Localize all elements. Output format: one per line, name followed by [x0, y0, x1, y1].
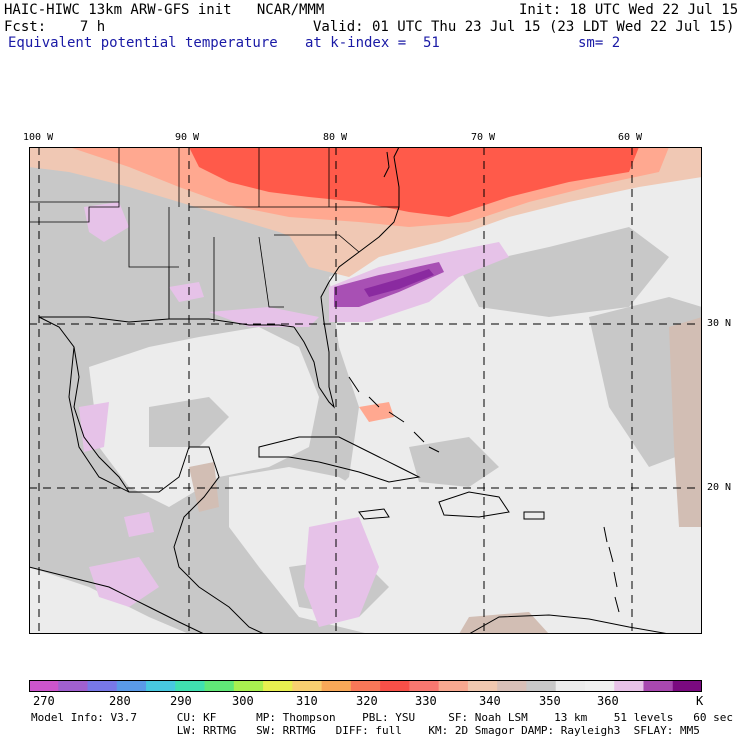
colorbar [29, 680, 702, 692]
gulf-coast-mexico [68, 346, 265, 634]
sea-gray-patch-1 [149, 397, 229, 447]
colorbar-swatch [672, 680, 702, 692]
lat-label-20n: 20 N [707, 482, 732, 493]
lavender-yucatan [124, 512, 154, 537]
tan-yucatan [189, 462, 219, 512]
coastlines [29, 147, 670, 634]
cbar-tick-340: 340 [479, 694, 501, 708]
cbar-tick-350: 350 [539, 694, 561, 708]
lavender-gulfcoast [169, 282, 204, 302]
cbar-tick-290: 290 [170, 694, 192, 708]
colorbar-swatch [614, 680, 644, 692]
colorbar-swatch [58, 680, 89, 692]
salmon-florida-keys [359, 402, 394, 422]
colorbar-swatch [497, 680, 527, 692]
init-time: Init: 18 UTC Wed 22 Jul 15 [519, 2, 739, 18]
colorbar-frame [29, 680, 702, 692]
lavender-tennessee [84, 202, 129, 242]
cbar-tick-360: 360 [597, 694, 619, 708]
cbar-tick-330: 330 [415, 694, 437, 708]
sea-gray-patch-2 [459, 227, 669, 317]
colorbar-tick-labels: 270 280 290 300 310 320 330 340 350 360 … [29, 692, 709, 708]
lon-label-70w: 70 W [471, 132, 496, 143]
us-gulf-coast [38, 316, 130, 493]
hispaniola [438, 491, 510, 518]
cbar-tick-280: 280 [109, 694, 131, 708]
far-east-tan-patch [669, 317, 702, 527]
florida-peninsula [293, 281, 335, 409]
colorbar-swatch [526, 680, 557, 692]
forecast-hour: Fcst: 7 h [4, 19, 106, 35]
cbar-unit: K [696, 694, 704, 708]
model-info-line2: LW: RRTMG SW: RRTMG DIFF: full KM: 2D Sm… [31, 724, 700, 737]
colorbar-swatch [29, 680, 59, 692]
sea-gray-patch-4 [409, 437, 499, 487]
lavender-central-america [89, 557, 159, 607]
jamaica [358, 508, 390, 520]
puerto-rico [523, 511, 545, 520]
warm-peach-carolina [289, 232, 379, 277]
lon-label-90w: 90 W [175, 132, 200, 143]
lon-label-100w: 100 W [23, 132, 54, 143]
cbar-tick-300: 300 [232, 694, 254, 708]
south-america-coast [468, 614, 670, 634]
valid-time: Valid: 01 UTC Thu 23 Jul 15 (23 LDT Wed … [313, 19, 735, 35]
colorbar-swatch [643, 680, 674, 692]
lavender-gulf [79, 402, 109, 452]
lavender-caribbean [304, 517, 379, 627]
tan-lesser-antilles [459, 612, 549, 634]
southeast-coast [328, 147, 400, 283]
dark-purple-core [364, 269, 434, 297]
cbar-tick-270: 270 [33, 694, 55, 708]
colorbar-swatch [584, 680, 615, 692]
map-frame [29, 147, 702, 634]
colorbar-swatch [409, 680, 440, 692]
chesapeake [383, 151, 390, 178]
colorbar-swatch [467, 680, 498, 692]
bahamas [348, 376, 440, 453]
colorbar-swatch [233, 680, 264, 692]
lat-lon-grid [29, 147, 702, 634]
cbar-tick-310: 310 [296, 694, 318, 708]
colorbar-swatch [350, 680, 381, 692]
lon-label-80w: 80 W [323, 132, 348, 143]
colorbar-swatch [321, 680, 352, 692]
level-index: at k-index = 51 [305, 35, 440, 51]
colorbar-swatch [263, 680, 293, 692]
lavender-florida-west [209, 307, 319, 327]
smoothing: sm= 2 [578, 35, 621, 51]
colorbar-swatch [292, 680, 323, 692]
colorbar-swatch [204, 680, 235, 692]
colorbar-swatch [175, 680, 206, 692]
east-pacific-light-field [29, 567, 189, 634]
warm-red-core [189, 147, 639, 217]
state-borders [29, 147, 399, 322]
colorbar-swatch [146, 680, 176, 692]
colorbar-swatch [438, 680, 469, 692]
lesser-antilles [603, 526, 620, 613]
equivalent-potential-temperature-map [29, 147, 702, 634]
colorbar-swatch [87, 680, 118, 692]
cbar-tick-320: 320 [356, 694, 378, 708]
pacific-coast-mexico [29, 566, 205, 634]
cuba [258, 436, 421, 483]
colorbar-swatch [116, 680, 147, 692]
lon-label-60w: 60 W [618, 132, 643, 143]
colorbar-swatch [380, 680, 410, 692]
model-title: HAIC-HIWC 13km ARW-GFS init NCAR/MMM [4, 2, 325, 18]
lat-label-30n: 30 N [707, 318, 732, 329]
colorbar-swatch [555, 680, 586, 692]
model-info-line1: Model Info: V3.7 CU: KF MP: Thompson PBL… [31, 711, 733, 724]
field-name: Equivalent potential temperature [8, 35, 278, 51]
